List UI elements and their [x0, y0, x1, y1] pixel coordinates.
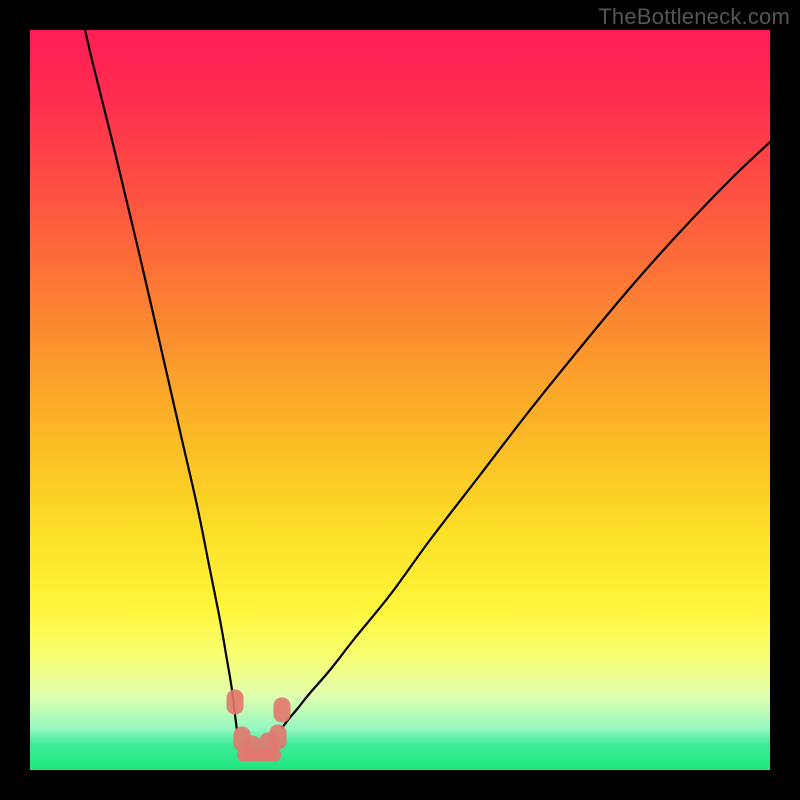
- bottleneck-curve: [30, 30, 770, 770]
- left-curve-path: [85, 30, 237, 730]
- watermark-text: TheBottleneck.com: [598, 4, 790, 30]
- transition-marker: [274, 698, 291, 723]
- transition-marker: [270, 725, 287, 750]
- chart-frame: TheBottleneck.com: [0, 0, 800, 800]
- transition-marker: [244, 736, 261, 761]
- plot-area: [30, 30, 770, 770]
- right-curve-path: [282, 142, 770, 728]
- transition-marker: [227, 690, 244, 715]
